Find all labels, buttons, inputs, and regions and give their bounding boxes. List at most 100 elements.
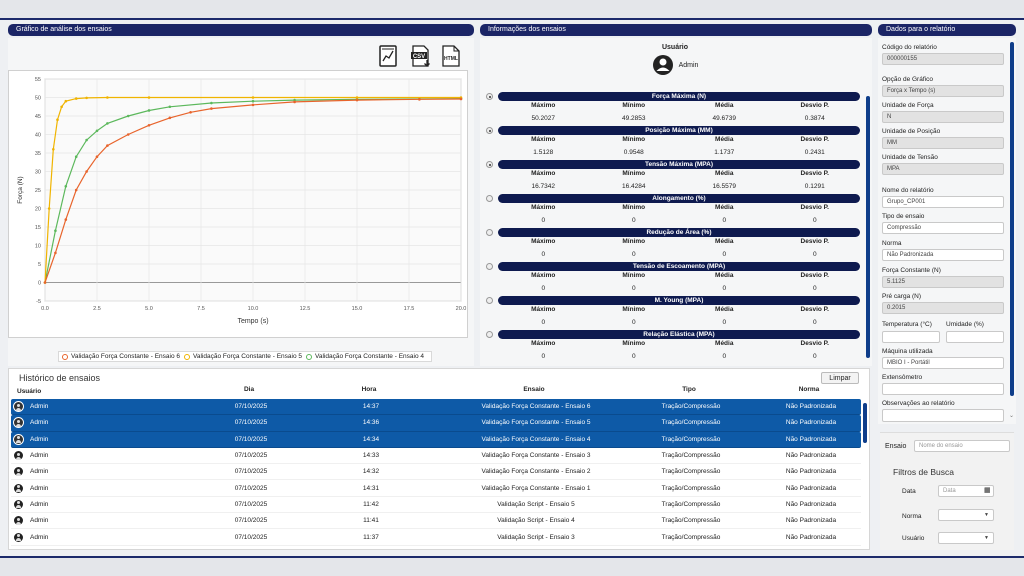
data-point — [106, 96, 109, 99]
norm-select[interactable]: ▼ — [938, 509, 994, 521]
col-norm[interactable]: Norma — [798, 386, 820, 393]
table-row[interactable]: Admin 07/10/2025 14:32 Validação Força Cons… — [11, 464, 861, 481]
clear-button[interactable]: Limpar — [821, 372, 859, 384]
data-point — [106, 122, 109, 125]
user-select[interactable]: ▼ — [938, 532, 994, 544]
table-row[interactable]: Admin 07/10/2025 11:41 Validação Script - E… — [11, 513, 861, 530]
statistics-scrollbar[interactable] — [866, 96, 870, 358]
stat-radio[interactable] — [486, 93, 493, 100]
stat-radio[interactable] — [486, 263, 493, 270]
legend-item-series-5[interactable]: Validação Força Constante - Ensaio 5 — [184, 353, 302, 360]
report-field-label: Unidade de Força — [882, 102, 934, 109]
stat-title: Redução de Área (%) — [498, 228, 860, 237]
data-point — [355, 96, 359, 99]
report-field-input[interactable]: MM — [882, 137, 1004, 149]
stat-value: 0 — [812, 217, 817, 224]
data-point — [95, 129, 99, 133]
report-field-label: Opção de Gráfico — [882, 76, 933, 83]
csv-label: CSV — [413, 54, 425, 60]
col-hour[interactable]: Hora — [361, 386, 377, 393]
stat-value: 0 — [541, 251, 546, 258]
chart-file-icon[interactable] — [379, 45, 397, 67]
report-field-input[interactable]: 0.2015 — [882, 302, 1004, 314]
report-field-input[interactable]: N — [882, 111, 1004, 123]
col-type[interactable]: Tipo — [682, 386, 696, 393]
data-point — [147, 96, 151, 99]
table-row[interactable]: Admin 07/10/2025 11:37 Validação Script - E… — [11, 529, 861, 546]
stat-values: 16.7342 16.4284 16.5579 0.1291 — [498, 183, 860, 190]
report-field-input[interactable]: Força x Tempo (s) — [882, 85, 1004, 97]
cell-hour: 11:42 — [363, 500, 379, 508]
html-file-icon[interactable]: HTML — [441, 45, 461, 67]
stat-col-label: Mínimo — [622, 340, 646, 347]
cell-norm: Não Padronizada — [785, 500, 837, 508]
stat-value: 0 — [722, 319, 727, 326]
table-row[interactable]: Admin 07/10/2025 14:31 Validação Força Cons… — [11, 480, 861, 497]
user-avatar-icon — [13, 466, 24, 478]
temperature-field[interactable] — [882, 331, 940, 343]
table-row[interactable]: Admin 07/10/2025 14:37 Validação Força Cons… — [11, 399, 861, 416]
cell-user: Admin — [11, 401, 221, 413]
observations-field[interactable] — [882, 409, 1004, 422]
report-field-input[interactable]: Compressão — [882, 222, 1004, 234]
data-point — [64, 185, 68, 188]
table-row[interactable]: Admin 07/10/2025 14:36 Validação Força Cons… — [11, 415, 861, 432]
humidity-field[interactable] — [946, 331, 1004, 343]
stat-value: 0.9548 — [623, 149, 644, 156]
report-scrollbar[interactable] — [1010, 42, 1014, 396]
stat-value: 0 — [541, 353, 546, 360]
stat-radio[interactable] — [486, 161, 493, 168]
stat-col-label: Média — [715, 306, 734, 313]
stat-col-label: Mínimo — [622, 204, 646, 211]
data-point — [355, 98, 359, 102]
cell-type: Tração/Compressão — [661, 517, 721, 525]
stat-value: 16.7342 — [531, 183, 556, 190]
col-day[interactable]: Dia — [243, 386, 255, 393]
stat-radio[interactable] — [486, 127, 493, 134]
cell-hour: 11:41 — [363, 517, 379, 525]
user-name: Admin — [678, 61, 699, 69]
history-scrollbar[interactable] — [863, 403, 867, 443]
statistics-list[interactable]: Força Máxima (N) Máximo Mínimo Média Desvio … — [480, 88, 866, 366]
temperature-label: Temperatura (°C) — [882, 321, 932, 328]
legend-label: Validação Força Constante - Ensaio 5 — [193, 353, 302, 360]
stat-col-label: Máximo — [531, 136, 556, 143]
table-row[interactable]: Admin 07/10/2025 14:34 Validação Força Cons… — [11, 431, 861, 448]
table-row[interactable]: Admin 07/10/2025 14:33 Validação Força Cons… — [11, 448, 861, 465]
stat-radio[interactable] — [486, 195, 493, 202]
report-field-input[interactable]: Grupo_CP001 — [882, 196, 1004, 208]
cell-test: Validação Força Constante - Ensaio 5 — [481, 419, 591, 427]
data-point — [251, 96, 255, 99]
cell-norm: Não Padronizada — [785, 452, 837, 460]
report-field-input[interactable]: 000000155 — [882, 53, 1004, 65]
legend-item-series-6[interactable]: Validação Força Constante - Ensaio 6 — [62, 353, 180, 360]
cell-user-name: Admin — [30, 435, 49, 443]
test-filter-label: Ensaio — [885, 443, 907, 450]
stat-group: Tensão de Escoamento (MPA) Máximo Mínimo Mé… — [480, 258, 866, 292]
cell-user-name: Admin — [30, 533, 49, 541]
legend-item-series-4[interactable]: Validação Força Constante - Ensaio 4 — [306, 353, 424, 360]
stat-col-label: Desvio P. — [800, 136, 829, 143]
scroll-down-icon[interactable]: ⌄ — [1009, 413, 1015, 419]
cell-hour: 14:32 — [362, 468, 380, 476]
table-row[interactable]: Admin 07/10/2025 11:42 Validação Script - E… — [11, 497, 861, 514]
date-input[interactable]: Data — [938, 485, 994, 497]
stat-radio[interactable] — [486, 297, 493, 304]
stat-radio[interactable] — [486, 229, 493, 236]
csv-download-icon[interactable]: CSV — [410, 45, 432, 67]
extensometer-field[interactable] — [882, 383, 1004, 395]
stat-values: 0 0 0 0 — [498, 319, 860, 326]
col-test[interactable]: Ensaio — [523, 386, 545, 393]
col-user[interactable]: Usuário — [17, 388, 42, 395]
report-field-input[interactable]: Não Padronizada — [882, 249, 1004, 261]
stat-value: 0 — [812, 285, 817, 292]
machine-field[interactable]: MBIO I - Portátil — [882, 357, 1004, 369]
test-filter-input[interactable]: Nome do ensaio — [914, 440, 1010, 452]
data-point — [251, 103, 255, 107]
calendar-icon[interactable]: ▦ — [984, 487, 991, 494]
report-field-input[interactable]: 5.1125 — [882, 276, 1004, 288]
stat-radio[interactable] — [486, 331, 493, 338]
report-field-input[interactable]: MPA — [882, 163, 1004, 175]
cell-type: Tração/Compressão — [661, 419, 721, 427]
filter-title: Filtros de Busca — [893, 467, 954, 477]
